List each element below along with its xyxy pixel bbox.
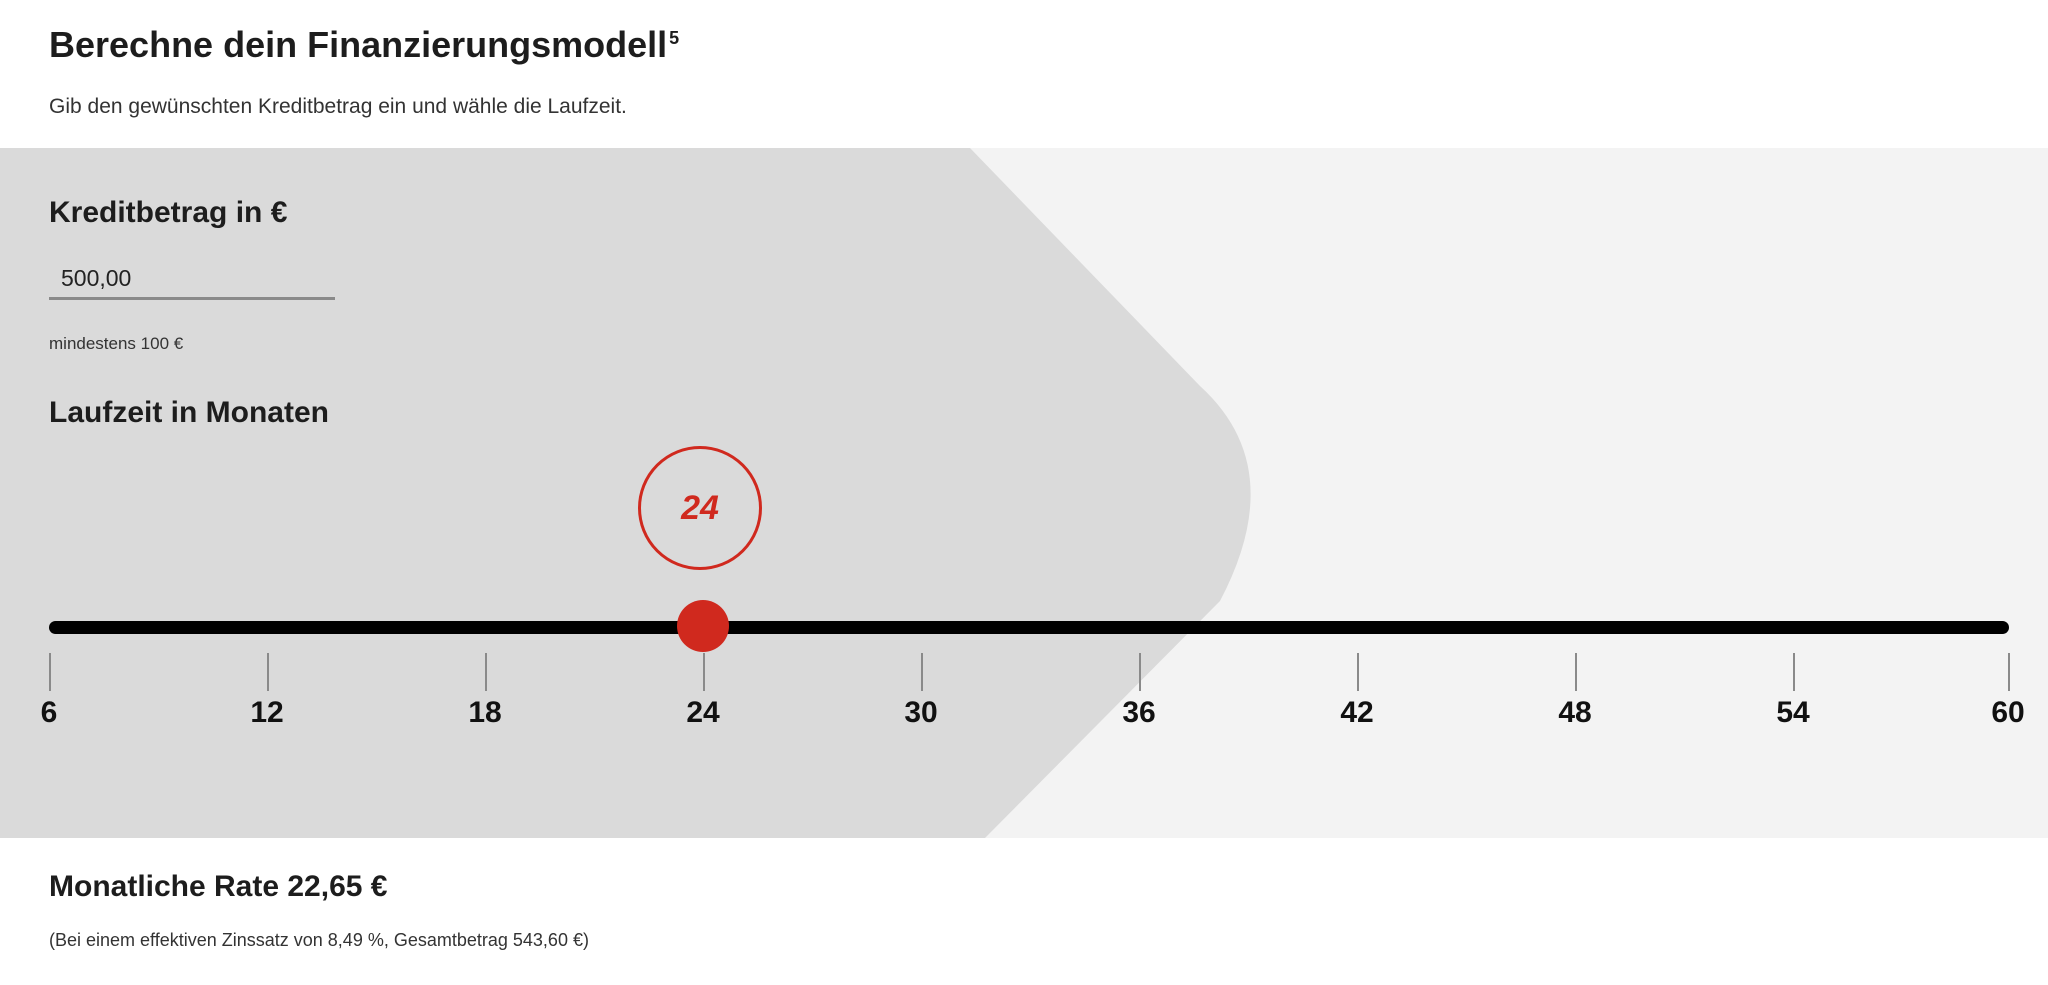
- tick-mark: [921, 653, 923, 691]
- term-slider-track[interactable]: [49, 621, 2009, 634]
- tick-label-12[interactable]: 12: [250, 696, 284, 729]
- tick-mark: [2008, 653, 2010, 691]
- tick-label-24[interactable]: 24: [686, 696, 720, 729]
- footnote-marker[interactable]: 5: [669, 28, 680, 48]
- tick-mark: [267, 653, 269, 691]
- amount-label: Kreditbetrag in €: [49, 196, 288, 229]
- tick-mark: [485, 653, 487, 691]
- tick-mark: [1139, 653, 1141, 691]
- tick-label-48[interactable]: 48: [1558, 696, 1592, 729]
- tick-label-42[interactable]: 42: [1340, 696, 1374, 729]
- tick-label-60[interactable]: 60: [1991, 696, 2025, 729]
- term-slider-thumb[interactable]: [677, 600, 729, 652]
- calculator-panel: Kreditbetrag in € mindestens 100 € Laufz…: [0, 148, 2048, 838]
- tick-mark: [49, 653, 51, 691]
- amount-input[interactable]: [49, 260, 335, 300]
- tick-label-54[interactable]: 54: [1776, 696, 1810, 729]
- tick-label-6[interactable]: 6: [40, 696, 58, 729]
- monthly-rate: Monatliche Rate 22,65 €: [49, 870, 388, 903]
- tick-mark: [703, 653, 705, 691]
- tick-mark: [1793, 653, 1795, 691]
- rate-details: (Bei einem effektiven Zinssatz von 8,49 …: [49, 930, 589, 950]
- tick-mark: [1575, 653, 1577, 691]
- page-subtitle: Gib den gewünschten Kreditbetrag ein und…: [49, 95, 627, 118]
- term-value-bubble: 24: [638, 446, 762, 570]
- background-shape: [0, 148, 1251, 838]
- page-header: Berechne dein Finanzierungsmodell 5 Gib d…: [0, 0, 2048, 148]
- tick-label-36[interactable]: 36: [1122, 696, 1156, 729]
- amount-hint: mindestens 100 €: [49, 334, 184, 353]
- tick-label-30[interactable]: 30: [904, 696, 938, 729]
- term-label: Laufzeit in Monaten: [49, 396, 329, 429]
- tick-mark: [1357, 653, 1359, 691]
- tick-label-18[interactable]: 18: [468, 696, 502, 729]
- page-title: Berechne dein Finanzierungsmodell 5: [49, 24, 680, 65]
